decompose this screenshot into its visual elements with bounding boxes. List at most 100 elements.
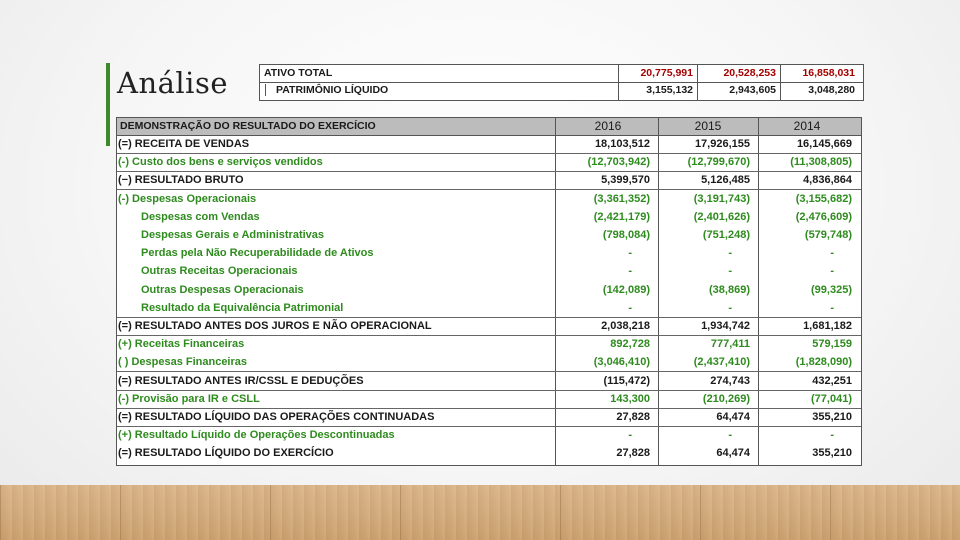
row-value-2015: 17,926,155 <box>694 138 750 150</box>
income-statement-row: (+) Resultado Líquido de Operações Desco… <box>117 427 861 444</box>
row-label: Outras Despesas Operacionais <box>141 283 304 296</box>
row-value-2014: 355,210 <box>812 411 852 423</box>
row-value-2016: - <box>628 247 632 260</box>
summary-row-patrimonio-liquido: PATRIMÔNIO LÍQUIDO 3,155,132 2,943,605 3… <box>260 82 863 99</box>
row-value-2016: (115,472) <box>603 374 650 387</box>
row-label: ( ) Despesas Financeiras <box>118 356 248 369</box>
row-value-2014: - <box>830 301 834 314</box>
income-statement-row: Perdas pela Não Recuperabilidade de Ativ… <box>117 245 861 262</box>
row-value-2014: (99,325) <box>811 283 852 296</box>
income-statement-header: DEMONSTRAÇÃO DO RESULTADO DO EXERCÍCIO 2… <box>117 118 861 136</box>
income-statement-row: (-) Custo dos bens e serviços vendidos (1… <box>117 154 861 173</box>
summary-value: 2,943,605 <box>729 84 776 96</box>
income-statement-row: (=) RESULTADO ANTES DOS JUROS E NÃO OPER… <box>117 318 861 337</box>
row-value-2016: 27,828 <box>616 411 650 423</box>
row-value-2014: (2,476,609) <box>795 210 852 223</box>
row-value-2016: 143,300 <box>610 392 650 405</box>
row-value-2015: (751,248) <box>702 229 750 241</box>
row-value-2015: - <box>728 301 732 314</box>
row-value-2014: (3,155,682) <box>795 192 852 205</box>
row-label: (=) RESULTADO ANTES IR/CSSL E DEDUÇÕES <box>118 374 364 387</box>
row-value-2015: (12,799,670) <box>687 156 750 169</box>
row-value-2016: (12,703,942) <box>587 156 650 169</box>
year-header-2015: 2015 <box>694 119 722 133</box>
income-statement-row: Despesas Gerais e Administrativas (798,08… <box>117 227 861 244</box>
row-value-2016: (142,089) <box>602 283 650 296</box>
row-label: Perdas pela Não Recuperabilidade de Ativ… <box>141 247 374 260</box>
row-label: (=) RESULTADO LÍQUIDO DAS OPERAÇÕES CONT… <box>118 411 435 423</box>
income-statement-row: Resultado da Equivalência Patrimonial - - - <box>117 300 861 318</box>
income-statement-row: (-) Provisão para IR e CSLL 143,300 (210,2… <box>117 391 861 409</box>
row-value-2015: 1,934,742 <box>701 320 750 332</box>
row-value-2015: (210,269) <box>702 392 750 405</box>
row-value-2015: (38,869) <box>709 283 750 296</box>
row-label: Outras Receitas Operacionais <box>141 265 298 278</box>
summary-value: 20,528,253 <box>723 67 776 79</box>
row-value-2015: 64,474 <box>716 411 750 423</box>
row-value-2014: 432,251 <box>812 374 852 387</box>
wood-floor-background <box>0 485 960 540</box>
row-value-2015: 777,411 <box>710 338 750 351</box>
row-value-2014: (579,748) <box>804 229 852 241</box>
row-value-2015: (2,437,410) <box>693 356 750 369</box>
row-value-2014: (77,041) <box>811 392 852 405</box>
row-label: (=) RESULTADO ANTES DOS JUROS E NÃO OPER… <box>118 320 432 332</box>
row-value-2015: - <box>728 265 732 278</box>
row-value-2016: (798,084) <box>602 229 650 241</box>
income-statement-row: (+) Receitas Financeiras 892,728 777,411 57… <box>117 336 861 353</box>
summary-row-ativo-total: ATIVO TOTAL 20,775,991 20,528,253 16,858… <box>260 65 863 83</box>
row-label: Despesas Gerais e Administrativas <box>141 229 325 241</box>
income-statement-row: (−) RESULTADO BRUTO 5,399,570 5,126,485 4,8… <box>117 172 861 191</box>
income-statement-row: (-) Despesas Operacionais (3,361,352) (3,1… <box>117 191 861 208</box>
title-accent-bar <box>106 63 110 146</box>
summary-table: ATIVO TOTAL 20,775,991 20,528,253 16,858… <box>259 64 864 101</box>
row-value-2016: 27,828 <box>616 447 650 460</box>
row-value-2016: - <box>628 265 632 278</box>
row-label: (-) Despesas Operacionais <box>118 192 257 205</box>
row-value-2015: (3,191,743) <box>693 192 750 205</box>
row-value-2014: (11,308,805) <box>790 156 852 169</box>
row-value-2014: 1,681,182 <box>803 320 852 332</box>
year-header-2016: 2016 <box>594 119 622 133</box>
summary-label: PATRIMÔNIO LÍQUIDO <box>276 84 389 96</box>
row-value-2015: 274,743 <box>710 374 750 387</box>
summary-value: 3,048,280 <box>808 84 855 96</box>
row-value-2016: 2,038,218 <box>601 320 650 332</box>
row-label: (−) RESULTADO BRUTO <box>118 174 244 187</box>
summary-value: 3,155,132 <box>646 84 693 96</box>
row-label: (-) Custo dos bens e serviços vendidos <box>118 156 323 169</box>
row-value-2016: 5,399,570 <box>601 174 650 187</box>
income-statement-row: (=) RECEITA DE VENDAS 18,103,512 17,926,15… <box>117 136 861 155</box>
summary-value: 16,858,031 <box>802 67 855 79</box>
row-value-2016: 892,728 <box>610 338 650 351</box>
income-statement-table: DEMONSTRAÇÃO DO RESULTADO DO EXERCÍCIO 2… <box>116 117 862 466</box>
year-header-2014: 2014 <box>793 119 821 133</box>
income-statement-row: (=) RESULTADO LÍQUIDO DO EXERCÍCIO 27,828… <box>117 445 861 462</box>
row-value-2014: - <box>830 429 834 442</box>
row-value-2014: 355,210 <box>812 447 852 460</box>
income-statement-row: Outras Despesas Operacionais (142,089) (38… <box>117 282 861 299</box>
income-statement-title: DEMONSTRAÇÃO DO RESULTADO DO EXERCÍCIO <box>120 120 376 132</box>
income-statement-row: (=) RESULTADO LÍQUIDO DAS OPERAÇÕES CONT… <box>117 409 861 428</box>
row-label: (+) Resultado Líquido de Operações Desco… <box>118 429 395 442</box>
row-value-2016: (3,361,352) <box>593 192 650 205</box>
row-label: (-) Provisão para IR e CSLL <box>118 392 260 405</box>
row-value-2014: 16,145,669 <box>796 138 852 150</box>
row-label: Despesas com Vendas <box>141 210 260 223</box>
row-value-2014: - <box>830 247 834 260</box>
row-value-2014: - <box>830 265 834 278</box>
row-value-2016: 18,103,512 <box>594 138 650 150</box>
row-value-2014: (1,828,090) <box>795 356 852 369</box>
row-value-2014: 4,836,864 <box>803 174 852 187</box>
row-label: (+) Receitas Financeiras <box>118 338 245 351</box>
income-statement-row: ( ) Despesas Financeiras (3,046,410) (2,43… <box>117 354 861 373</box>
row-value-2016: - <box>628 301 632 314</box>
row-value-2016: (3,046,410) <box>593 356 650 369</box>
row-value-2014: 579,159 <box>812 338 852 351</box>
row-value-2015: - <box>728 429 732 442</box>
income-statement-row: Outras Receitas Operacionais - - - <box>117 263 861 280</box>
income-statement-row: (=) RESULTADO ANTES IR/CSSL E DEDUÇÕES (1… <box>117 373 861 391</box>
slide-title: Análise <box>117 66 229 100</box>
row-value-2015: (2,401,626) <box>693 210 750 223</box>
row-value-2015: 64,474 <box>716 447 750 460</box>
